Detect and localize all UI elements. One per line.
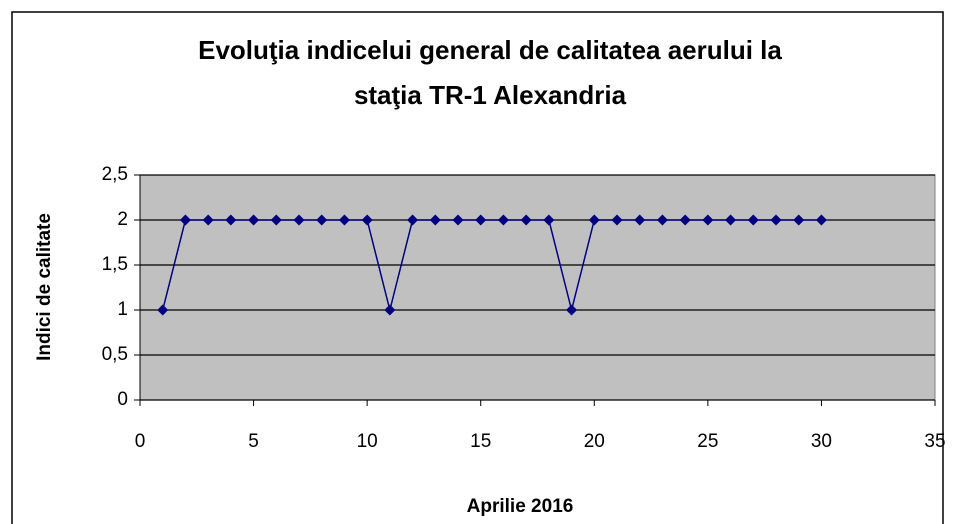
point-marker — [679, 214, 691, 226]
point-marker — [248, 214, 260, 226]
x-tick-label: 0 — [135, 431, 146, 452]
point-marker — [725, 214, 737, 226]
point-marker — [361, 214, 373, 226]
point-marker — [747, 214, 759, 226]
point-marker — [316, 214, 328, 226]
x-tick-label: 35 — [924, 431, 945, 452]
x-tick-label: 30 — [811, 431, 832, 452]
point-marker — [293, 214, 305, 226]
point-marker — [656, 214, 668, 226]
point-marker — [452, 214, 464, 226]
point-marker — [634, 214, 646, 226]
x-tick-label: 5 — [248, 431, 259, 452]
point-marker — [429, 214, 441, 226]
point-marker — [815, 214, 827, 226]
chart-title: Evoluţia indicelui general de calitatea … — [198, 35, 782, 65]
x-tick-label: 15 — [470, 431, 491, 452]
x-tick-label: 10 — [357, 431, 378, 452]
x-axis-label: Aprilie 2016 — [467, 496, 574, 517]
point-marker — [338, 214, 350, 226]
y-axis-label: Indici de calitate — [34, 213, 55, 361]
point-marker — [611, 214, 623, 226]
point-marker — [225, 214, 237, 226]
y-tick-label: 1 — [117, 299, 128, 320]
point-marker — [770, 214, 782, 226]
point-marker — [475, 214, 487, 226]
y-tick-label: 2 — [117, 209, 128, 230]
point-marker — [520, 214, 532, 226]
point-marker — [407, 214, 419, 226]
point-marker — [543, 214, 555, 226]
chart-title: staţia TR-1 Alexandria — [354, 80, 627, 110]
x-tick-label: 25 — [697, 431, 718, 452]
y-tick-label: 0,5 — [102, 344, 128, 365]
point-marker — [497, 214, 509, 226]
y-tick-label: 0 — [117, 389, 128, 410]
point-marker — [588, 214, 600, 226]
point-marker — [793, 214, 805, 226]
point-marker — [384, 304, 396, 316]
y-tick-label: 2,5 — [102, 164, 128, 185]
point-marker — [157, 304, 169, 316]
plot-area — [139, 174, 936, 401]
y-tick-label: 1,5 — [102, 254, 128, 275]
point-marker — [202, 214, 214, 226]
point-marker — [179, 214, 191, 226]
point-marker — [566, 304, 578, 316]
x-tick-label: 20 — [584, 431, 605, 452]
point-marker — [702, 214, 714, 226]
point-marker — [270, 214, 282, 226]
